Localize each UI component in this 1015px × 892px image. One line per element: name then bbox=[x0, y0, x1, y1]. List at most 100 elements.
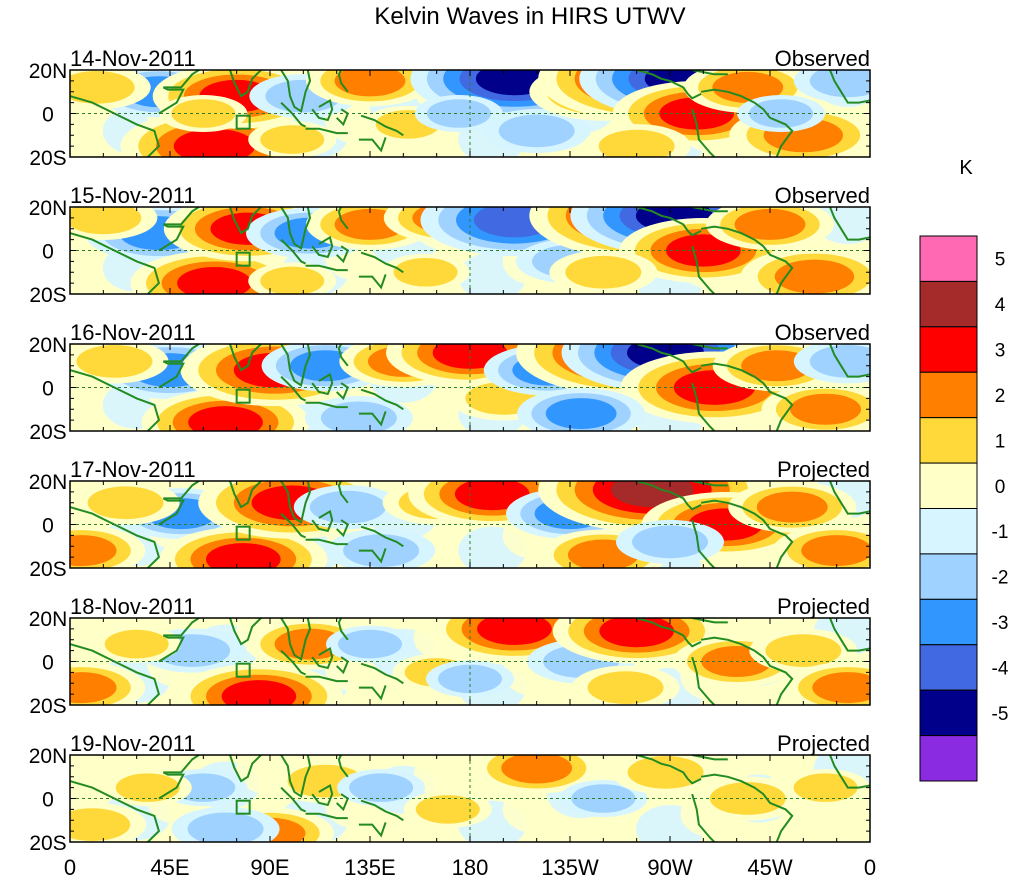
coastline bbox=[360, 525, 404, 548]
coastline bbox=[691, 793, 716, 842]
colorbar-label: -4 bbox=[992, 658, 1009, 679]
coastline bbox=[358, 685, 387, 701]
anomaly-field bbox=[70, 481, 870, 568]
coastline bbox=[163, 755, 200, 774]
anomaly-contour bbox=[415, 795, 480, 824]
coastline bbox=[70, 369, 161, 431]
coastline bbox=[337, 344, 349, 367]
anomaly-contour bbox=[87, 486, 164, 520]
coastline bbox=[311, 235, 334, 259]
coastline bbox=[700, 88, 794, 157]
panel-status-label: Observed bbox=[775, 320, 870, 345]
coastline bbox=[305, 538, 348, 546]
anomaly-contour bbox=[188, 406, 263, 431]
coastline bbox=[335, 108, 350, 127]
anomaly-contour bbox=[70, 207, 142, 235]
panel-date: 16-Nov-2011 bbox=[70, 320, 196, 345]
anomaly-contour bbox=[741, 350, 813, 382]
anomaly-contour bbox=[334, 70, 406, 97]
y-tick-label: 20N bbox=[29, 608, 68, 631]
y-tick-label: 20N bbox=[29, 197, 68, 220]
colorbar-label: -5 bbox=[992, 704, 1009, 725]
colorbar-label: 3 bbox=[995, 341, 1006, 362]
colorbar-swatch bbox=[919, 689, 978, 737]
anomaly-contour bbox=[260, 266, 325, 294]
region-box bbox=[235, 251, 251, 267]
anomaly-contour bbox=[70, 672, 117, 704]
anomaly-contour bbox=[104, 629, 169, 659]
anomaly-contour bbox=[790, 393, 861, 425]
colorbar-label: -3 bbox=[992, 613, 1009, 634]
coastline bbox=[337, 481, 349, 504]
coastline bbox=[163, 481, 200, 500]
coastline bbox=[335, 245, 350, 264]
anomaly-contour bbox=[320, 401, 397, 431]
coastline bbox=[335, 519, 350, 538]
anomaly-field bbox=[70, 207, 870, 294]
coastline bbox=[700, 225, 794, 294]
anomaly-contour bbox=[571, 784, 636, 813]
coastline bbox=[158, 360, 185, 389]
chart-title: Kelvin Waves in HIRS UTWV bbox=[374, 3, 685, 30]
anomaly-contour bbox=[599, 618, 674, 648]
colorbar-label: 4 bbox=[995, 295, 1006, 316]
coastline bbox=[692, 70, 728, 76]
panel: 20N 0 20S 16-Nov-2011 Observed bbox=[29, 320, 871, 444]
coastline bbox=[227, 481, 263, 509]
anomaly-field bbox=[70, 755, 870, 842]
coastline bbox=[636, 207, 702, 237]
panel-status-label: Projected bbox=[777, 594, 870, 619]
coastline bbox=[70, 780, 161, 842]
coastline bbox=[305, 401, 348, 409]
coastline bbox=[305, 264, 348, 272]
y-tick-label: 0 bbox=[42, 378, 54, 401]
anomaly-contour bbox=[309, 490, 386, 524]
x-tick-label: 135W bbox=[541, 855, 599, 880]
anomaly-contour bbox=[587, 671, 664, 704]
anomaly-contour bbox=[632, 525, 708, 559]
coastline bbox=[311, 509, 334, 533]
coastline bbox=[692, 207, 728, 213]
coastline bbox=[829, 70, 870, 104]
colorbar-label: 5 bbox=[995, 250, 1006, 271]
coastline bbox=[691, 519, 716, 568]
coastline bbox=[360, 662, 404, 685]
x-tick-label: 90E bbox=[250, 855, 289, 880]
coastline bbox=[280, 755, 312, 798]
anomaly-contour bbox=[349, 773, 414, 802]
coastline bbox=[358, 822, 387, 838]
anomaly-contour bbox=[809, 70, 870, 98]
coastline bbox=[691, 382, 716, 431]
colorbar-swatch bbox=[919, 371, 978, 419]
coastline bbox=[700, 636, 794, 705]
coastline bbox=[305, 675, 348, 683]
colorbar-swatch bbox=[919, 735, 978, 782]
panel-status-label: Projected bbox=[777, 457, 870, 482]
colorbar-swatch bbox=[919, 598, 978, 646]
coastline bbox=[158, 86, 185, 115]
coastline bbox=[280, 238, 307, 265]
panel-date: 15-Nov-2011 bbox=[70, 183, 196, 208]
colorbar-swatch bbox=[919, 326, 978, 373]
y-tick-label: 20N bbox=[29, 745, 68, 768]
anomaly-contour bbox=[477, 618, 552, 646]
panel: 20N 0 20S 14-Nov-2011 Observed bbox=[29, 46, 871, 170]
y-tick-label: 0 bbox=[42, 652, 54, 675]
panel: 20N 0 20S 18-Nov-2011 Projected bbox=[29, 594, 871, 718]
coastline bbox=[158, 634, 185, 663]
coastline bbox=[280, 618, 312, 661]
coastline bbox=[337, 70, 349, 93]
colorbar-swatch bbox=[919, 462, 978, 510]
anomaly-contour bbox=[749, 99, 814, 128]
colorbar-label: -1 bbox=[992, 522, 1009, 543]
coastline bbox=[280, 481, 312, 524]
anomaly-contour bbox=[76, 345, 153, 378]
colorbar-swatch bbox=[919, 417, 978, 464]
coastline bbox=[691, 656, 716, 705]
colorbar-swatch bbox=[919, 280, 978, 328]
coastline bbox=[700, 362, 794, 431]
anomaly-contour bbox=[206, 543, 281, 568]
anomaly-contour bbox=[343, 534, 420, 567]
y-tick-label: 20S bbox=[29, 284, 66, 307]
